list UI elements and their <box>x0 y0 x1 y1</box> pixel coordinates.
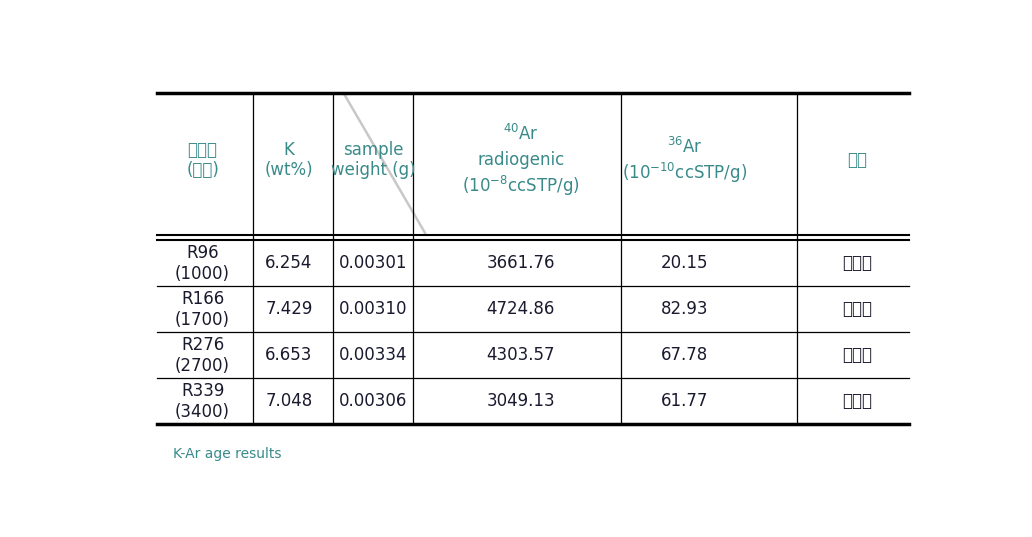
Text: R166
(1700): R166 (1700) <box>175 290 230 329</box>
Text: 흡운모: 흡운모 <box>842 254 872 272</box>
Text: K
(wt%): K (wt%) <box>264 141 314 179</box>
Text: 3661.76: 3661.76 <box>487 254 555 272</box>
Text: 6.254: 6.254 <box>265 254 313 272</box>
Text: 3049.13: 3049.13 <box>487 392 555 410</box>
Text: R96
(1000): R96 (1000) <box>175 244 230 282</box>
Text: $^{36}$Ar: $^{36}$Ar <box>667 137 703 157</box>
Text: 4724.86: 4724.86 <box>487 300 555 318</box>
Text: R276
(2700): R276 (2700) <box>175 336 230 375</box>
Text: (10$^{-10}$ccSTP/g): (10$^{-10}$ccSTP/g) <box>622 161 747 185</box>
Text: 61.77: 61.77 <box>662 392 709 410</box>
Text: 0.00301: 0.00301 <box>338 254 408 272</box>
Text: 4303.57: 4303.57 <box>487 346 555 364</box>
Text: 7.429: 7.429 <box>265 300 313 318</box>
Text: R339
(3400): R339 (3400) <box>175 382 230 420</box>
Text: 비고: 비고 <box>847 151 867 169</box>
Text: 0.00334: 0.00334 <box>338 346 408 364</box>
Text: 7.048: 7.048 <box>265 392 313 410</box>
Text: radiogenic: radiogenic <box>477 151 565 169</box>
Text: 67.78: 67.78 <box>662 346 709 364</box>
Text: sample
weight (g): sample weight (g) <box>330 141 415 179</box>
Text: 0.00310: 0.00310 <box>338 300 408 318</box>
Text: 흡운모: 흡운모 <box>842 300 872 318</box>
Text: 82.93: 82.93 <box>662 300 709 318</box>
Text: K-Ar age results: K-Ar age results <box>173 447 282 461</box>
Text: $^{40}$Ar: $^{40}$Ar <box>503 124 539 144</box>
Text: 6.653: 6.653 <box>265 346 313 364</box>
Text: 20.15: 20.15 <box>662 254 709 272</box>
Text: 흡운모: 흡운모 <box>842 346 872 364</box>
Text: 시료명
(심도): 시료명 (심도) <box>186 141 219 179</box>
Text: 흡운모: 흡운모 <box>842 392 872 410</box>
Text: (10$^{-8}$ccSTP/g): (10$^{-8}$ccSTP/g) <box>462 173 580 198</box>
Text: 0.00306: 0.00306 <box>338 392 408 410</box>
